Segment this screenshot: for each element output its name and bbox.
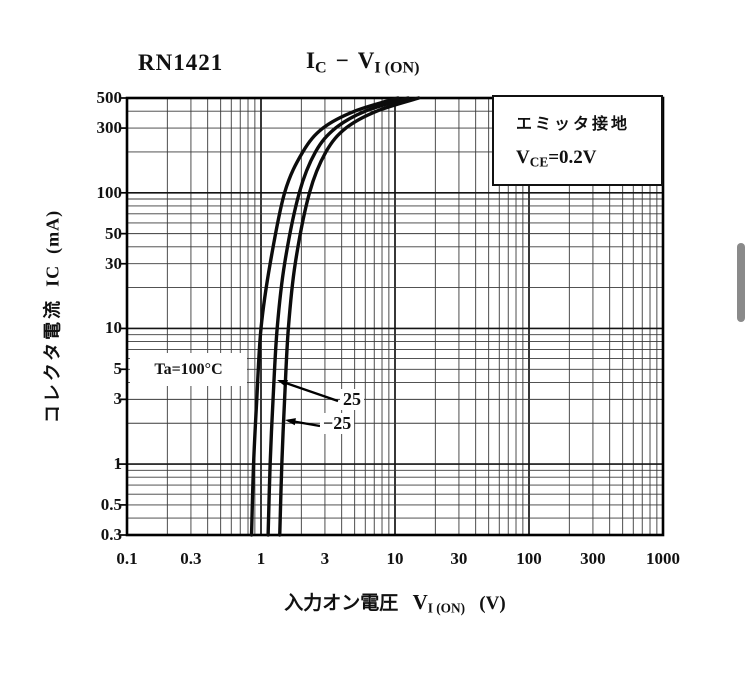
x-tick-label: 30 [450,549,468,568]
x-tick-label: 100 [516,549,542,568]
y-axis-title: コレクタ電流 IC (mA) [39,147,66,487]
y-tick-label: 0.5 [100,494,122,514]
y-tick-label: 0.3 [100,525,122,544]
x-axis-title-symbol-sub: I (ON) [427,600,466,616]
y-tick-label: 1 [113,454,123,474]
y-tick-label: 3 [113,389,123,409]
y-axis-title-jp: コレクタ電流 [42,297,63,424]
y-tick-label: 5 [113,359,123,379]
x-tick-label: 10 [386,549,404,568]
x-tick-label: 0.3 [180,549,202,568]
curve-25 [278,96,421,537]
x-tick-label: 0.1 [116,549,138,568]
y-tick-label: 10 [105,318,122,338]
x-tick-label: 300 [580,549,606,568]
curve-label-minus25: −25 [320,413,355,434]
device-name: RN1421 [138,50,224,75]
condition-vce: VCE=0.2V [516,147,661,171]
chart-title-ic-sub: C [314,59,327,77]
arrow-minus25-head [285,418,296,426]
arrow-25-shaft [279,379,339,403]
scrollbar-thumb[interactable] [737,243,745,322]
y-axis-title-symbol: IC [42,264,63,287]
y-tick-label: 50 [105,223,122,243]
chart-title-ic: I [306,48,315,73]
ta-temperature-label: Ta=100°C [130,353,247,386]
curve-Ta100C [249,96,400,537]
vce-value: =0.2V [548,147,597,169]
x-axis-title-unit: (V) [479,593,506,614]
vce-symbol: V [516,147,530,169]
chart-title-v: V [357,48,375,73]
curve-25 [266,96,410,537]
x-axis-title-jp: 入力オン電圧 [284,593,399,614]
chart-title-dash: − [335,48,349,73]
y-tick-label: 100 [96,182,123,202]
y-tick-label: 30 [105,253,122,273]
condition-box: エミッタ接地 VCE=0.2V [492,95,663,186]
condition-circuit: エミッタ接地 [516,116,631,134]
chart-title-v-sub: I (ON) [374,59,420,77]
x-tick-label: 1000 [646,549,680,568]
curve-label-25: 25 [340,389,364,410]
x-axis-title-symbol: V [412,590,428,614]
arrow-25-head [277,380,288,387]
x-tick-label: 3 [320,549,330,568]
y-tick-label: 500 [96,88,123,107]
chart-title: IC − VI (ON) [306,48,419,78]
vce-sub: CE [529,154,549,170]
y-tick-label: 300 [96,118,123,138]
x-tick-label: 1 [256,549,266,568]
y-axis-title-unit: (mA) [42,209,63,254]
x-axis-title: 入力オン電圧 VI (ON) (V) [127,588,663,617]
